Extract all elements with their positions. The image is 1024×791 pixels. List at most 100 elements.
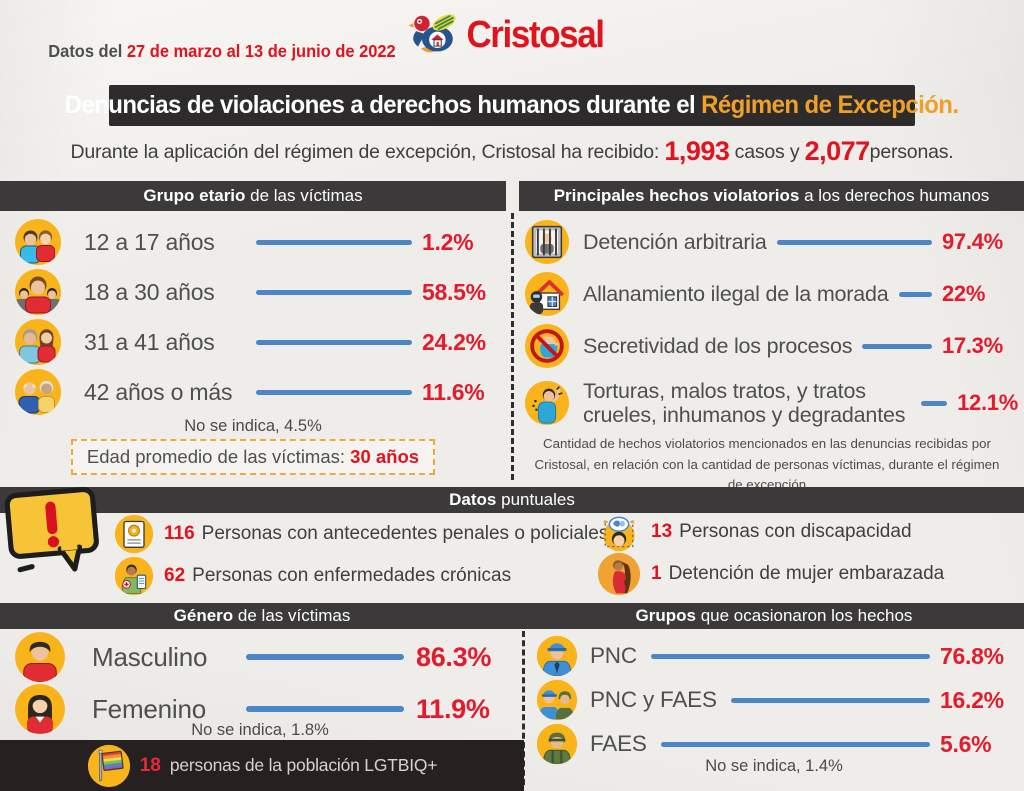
datos-header-bold: Datos	[449, 490, 497, 509]
age-row: 31 a 41 años 24.2%	[14, 317, 494, 367]
average-age-label: Edad promedio de las víctimas:	[86, 446, 351, 467]
intro-prefix: Durante la aplicación del régimen de exc…	[70, 141, 665, 163]
disability-icon	[597, 510, 641, 554]
fact-value: 116	[164, 523, 195, 544]
group-row: PNC 76.8%	[536, 634, 1014, 678]
intro-line: Durante la aplicación del régimen de exc…	[0, 136, 1024, 167]
column-divider	[522, 631, 525, 785]
gender-list: Masculino 86.3% Femenino 11.9%	[14, 631, 506, 735]
age-header-rest: de las víctimas	[245, 186, 363, 205]
leader-line	[256, 339, 412, 345]
violations-list: Detención arbitraria 97.4%	[524, 216, 1018, 434]
groups-list: PNC 76.8% PNC y FAES	[536, 634, 1014, 766]
secrecy-ban-icon	[524, 323, 570, 369]
main-title-bar: Denuncias de violaciones a derechos huma…	[65, 85, 960, 126]
group-label: PNC	[590, 643, 637, 668]
gender-label: Femenino	[92, 693, 207, 724]
datos-section-header: Datos puntuales	[0, 487, 1024, 513]
intro-suffix: personas.	[869, 141, 954, 163]
fact-row: 62 Personas con enfermedades crónicas	[114, 556, 608, 596]
gender-header-rest: de las víctimas	[233, 606, 351, 625]
datos-right-list: 13 Personas con discapacidad 1 Detención…	[597, 510, 944, 596]
leader-line	[256, 239, 412, 245]
lgtbiq-bar: 18 personas de la población LGTBIQ+	[0, 740, 524, 791]
gender-label: Masculino	[92, 641, 208, 672]
leader-line	[650, 653, 930, 659]
male-avatar-icon	[14, 631, 66, 683]
leader-line	[246, 654, 404, 660]
jail-icon	[524, 219, 570, 265]
violations-header-rest: a los derechos humanos	[799, 186, 990, 205]
age-group-list: 12 a 17 años 1.2% 18 a 30 años	[14, 217, 494, 417]
leader-line	[776, 239, 932, 245]
medic-icon	[114, 556, 154, 596]
leader-line	[921, 400, 948, 406]
brand-name: Cristosal	[466, 13, 605, 56]
violation-label: Secretividad de los procesos	[583, 333, 853, 358]
percentage-value: 11.9%	[416, 693, 490, 724]
group-label: FAES	[590, 731, 647, 756]
gender-row: Femenino 11.9%	[14, 683, 506, 735]
fact-row: 13 Personas con discapacidad	[597, 510, 944, 554]
fact-row: 1 Detención de mujer embarazada	[597, 552, 944, 596]
fact-value: 13	[651, 521, 673, 542]
datos-header-rest: puntuales	[496, 490, 575, 509]
violation-row: Allanamiento ilegal de la morada 22%	[524, 268, 1018, 320]
groups-header-bold: Grupos	[635, 606, 696, 625]
title-highlight: Régimen de Excepción.	[701, 91, 960, 119]
leader-line	[256, 289, 412, 295]
violations-section-header: Principales hechos violatorios a los der…	[519, 181, 1024, 211]
age-row: 18 a 30 años 58.5%	[14, 267, 494, 317]
leader-line	[256, 389, 412, 395]
violation-label: Torturas, malos tratos, y tratos crueles…	[583, 378, 906, 427]
date-prefix: Datos del	[48, 41, 127, 61]
violation-label: Detención arbitraria	[583, 229, 767, 254]
age-row: 42 años o más 11.6%	[14, 367, 494, 417]
female-avatar-icon	[14, 683, 66, 735]
percentage-value: 22%	[942, 281, 986, 306]
leader-line	[862, 343, 932, 349]
alert-speech-bubble-icon	[2, 484, 108, 588]
date-range: Datos del 27 de marzo al 13 de junio de …	[30, 20, 395, 83]
elderly-icon	[14, 368, 62, 416]
violation-row: Detención arbitraria 97.4%	[524, 216, 1018, 268]
intro-mid: casos y	[729, 141, 805, 163]
gender-row: Masculino 86.3%	[14, 631, 506, 683]
age-section-header: Grupo etario de las víctimas	[0, 181, 506, 211]
percentage-value: 17.3%	[942, 333, 1003, 358]
persons-count: 2,077	[804, 136, 871, 166]
lgtbiq-label: personas de la población LGTBIQ+	[169, 755, 438, 775]
age-row: 12 a 17 años 1.2%	[14, 217, 494, 267]
police-officer-icon	[536, 635, 578, 677]
rainbow-flag-icon	[87, 744, 131, 788]
age-label: 31 a 41 años	[84, 328, 215, 355]
leader-line	[730, 697, 930, 703]
house-raid-icon	[524, 271, 570, 317]
soldier-icon	[536, 723, 578, 765]
percentage-value: 12.1%	[957, 390, 1018, 415]
groups-header-rest: que ocasionaron los hechos	[696, 606, 913, 625]
fact-row: 116 Personas con antecedentes penales o …	[114, 514, 609, 554]
title-main: Denuncias de violaciones a derechos huma…	[65, 91, 702, 119]
percentage-value: 58.5%	[422, 278, 486, 305]
groups-no-data-note: No se indica, 1.4%	[705, 757, 843, 775]
group-label: PNC y FAES	[590, 687, 717, 712]
fact-value: 62	[164, 565, 186, 586]
children-icon	[14, 218, 62, 266]
fact-label: Personas con antecedentes penales o poli…	[201, 523, 609, 544]
datos-left-list: 116 Personas con antecedentes penales o …	[114, 514, 609, 596]
violation-row: Secretividad de los procesos 17.3%	[524, 320, 1018, 372]
torture-icon	[524, 380, 570, 426]
percentage-value: 16.2%	[940, 686, 1004, 713]
average-age-box: Edad promedio de las víctimas: 30 años	[70, 439, 436, 475]
percentage-value: 97.4%	[942, 229, 1003, 254]
percentage-value: 11.6%	[422, 378, 485, 405]
leader-line	[246, 706, 404, 712]
gender-header-bold: Género	[173, 606, 234, 625]
violation-row: Torturas, malos tratos, y tratos crueles…	[524, 372, 1018, 434]
pregnant-woman-icon	[597, 552, 641, 596]
police-and-soldier-icon	[536, 679, 578, 721]
fact-label: Personas con discapacidad	[679, 521, 912, 542]
average-age-value: 30 años	[350, 446, 420, 467]
percentage-value: 1.2%	[422, 228, 474, 255]
